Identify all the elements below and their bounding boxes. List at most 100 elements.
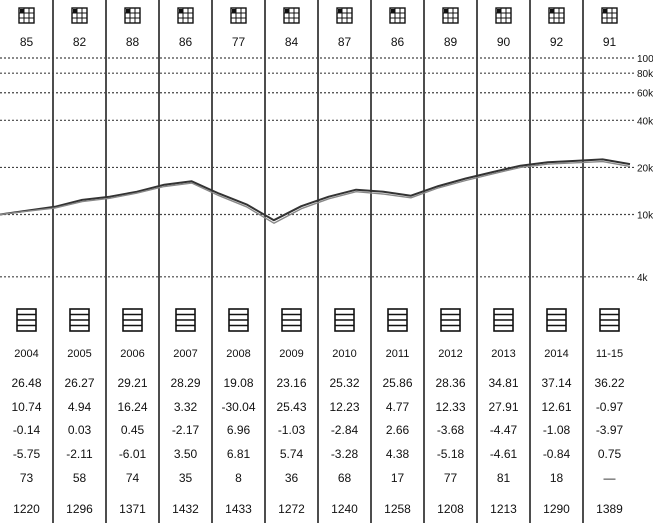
table-cell: 4.38 bbox=[386, 447, 410, 461]
table-cell: 3.32 bbox=[174, 400, 198, 414]
year-label: 2014 bbox=[544, 348, 568, 360]
table-cell: 4.77 bbox=[386, 400, 410, 414]
table-cell: 23.16 bbox=[276, 376, 306, 390]
table-cell: — bbox=[604, 471, 616, 485]
table-cell: -5.18 bbox=[437, 447, 465, 461]
style-box-icon-fill bbox=[338, 9, 342, 13]
table-cell: 0.45 bbox=[121, 423, 145, 437]
table-cell: 81 bbox=[497, 471, 511, 485]
table-cell: -2.17 bbox=[172, 423, 200, 437]
style-grid-value: 89 bbox=[444, 35, 458, 49]
table-cell: 29.21 bbox=[117, 376, 147, 390]
table-cell: 1208 bbox=[437, 502, 464, 516]
table-cell: 8 bbox=[235, 471, 242, 485]
table-cell: -0.97 bbox=[596, 400, 624, 414]
table-cell: 1220 bbox=[13, 502, 40, 516]
year-label: 2012 bbox=[438, 348, 462, 360]
y-tick-label: 100 bbox=[637, 54, 653, 65]
table-cell: 26.27 bbox=[64, 376, 94, 390]
style-box-icon-fill bbox=[232, 9, 236, 13]
table-cell: 0.03 bbox=[68, 423, 92, 437]
year-label: 2010 bbox=[332, 348, 356, 360]
style-box-icon-fill bbox=[603, 9, 607, 13]
table-cell: 4.94 bbox=[68, 400, 92, 414]
table-cell: 3.50 bbox=[174, 447, 198, 461]
table-cell: 25.32 bbox=[329, 376, 359, 390]
style-box-icon-fill bbox=[126, 9, 130, 13]
year-label: 2006 bbox=[120, 348, 144, 360]
table-cell: 73 bbox=[20, 471, 34, 485]
table-cell: 1433 bbox=[225, 502, 252, 516]
table-cell: 25.43 bbox=[276, 400, 306, 414]
table-cell: 1258 bbox=[384, 502, 411, 516]
style-box-icon-fill bbox=[444, 9, 448, 13]
style-grid-value: 85 bbox=[20, 35, 34, 49]
table-cell: 10.74 bbox=[11, 400, 41, 414]
table-cell: 1213 bbox=[490, 502, 517, 516]
table-cell: 1371 bbox=[119, 502, 146, 516]
table-cell: 12.23 bbox=[329, 400, 359, 414]
table-cell: 1290 bbox=[543, 502, 570, 516]
y-tick-label: 4k bbox=[637, 273, 649, 284]
year-label: 2004 bbox=[14, 348, 38, 360]
table-cell: 74 bbox=[126, 471, 140, 485]
series-line bbox=[0, 158, 631, 222]
table-cell: -0.14 bbox=[13, 423, 41, 437]
table-cell: -1.08 bbox=[543, 423, 571, 437]
style-grid-value: 92 bbox=[550, 35, 564, 49]
year-label: 2008 bbox=[226, 348, 250, 360]
table-cell: 6.96 bbox=[227, 423, 251, 437]
year-label: 2009 bbox=[279, 348, 303, 360]
year-label: 11-15 bbox=[596, 348, 623, 360]
table-cell: -1.03 bbox=[278, 423, 306, 437]
table-cell: 26.48 bbox=[11, 376, 41, 390]
table-cell: 19.08 bbox=[223, 376, 253, 390]
table-cell: 5.74 bbox=[280, 447, 304, 461]
table-cell: 1389 bbox=[596, 502, 623, 516]
table-cell: 1272 bbox=[278, 502, 305, 516]
table-cell: 17 bbox=[391, 471, 405, 485]
table-cell: 2.66 bbox=[386, 423, 410, 437]
table-cell: 28.29 bbox=[170, 376, 200, 390]
table-cell: 37.14 bbox=[541, 376, 571, 390]
table-cell: 12.33 bbox=[435, 400, 465, 414]
table-cell: -2.11 bbox=[66, 447, 93, 461]
year-label: 2007 bbox=[173, 348, 197, 360]
table-cell: -3.97 bbox=[596, 423, 624, 437]
table-cell: 1240 bbox=[331, 502, 358, 516]
style-grid-value: 77 bbox=[232, 35, 246, 49]
year-label: 2005 bbox=[67, 348, 91, 360]
table-cell: 1432 bbox=[172, 502, 199, 516]
y-tick-label: 40k bbox=[637, 116, 653, 127]
table-cell: 28.36 bbox=[435, 376, 465, 390]
table-cell: -5.75 bbox=[13, 447, 41, 461]
y-tick-label: 80k bbox=[637, 69, 653, 80]
style-box-icon-fill bbox=[73, 9, 77, 13]
table-cell: -3.28 bbox=[331, 447, 359, 461]
table-cell: -4.47 bbox=[490, 423, 518, 437]
table-cell: 18 bbox=[550, 471, 564, 485]
table-cell: 36.22 bbox=[594, 376, 624, 390]
table-cell: 36 bbox=[285, 471, 299, 485]
table-cell: -6.01 bbox=[119, 447, 147, 461]
table-cell: 16.24 bbox=[117, 400, 147, 414]
table-cell: -4.61 bbox=[490, 447, 518, 461]
style-grid-value: 91 bbox=[603, 35, 617, 49]
table-cell: 58 bbox=[73, 471, 87, 485]
style-grid-value: 82 bbox=[73, 35, 87, 49]
y-tick-label: 60k bbox=[637, 89, 653, 100]
style-grid-value: 86 bbox=[391, 35, 405, 49]
y-tick-label: 20k bbox=[637, 163, 653, 174]
year-label: 2011 bbox=[386, 348, 410, 360]
table-cell: -30.04 bbox=[221, 400, 255, 414]
style-grid-value: 88 bbox=[126, 35, 140, 49]
table-cell: 68 bbox=[338, 471, 352, 485]
year-label: 2013 bbox=[491, 348, 515, 360]
table-cell: -2.84 bbox=[331, 423, 359, 437]
series-line bbox=[0, 160, 631, 224]
style-grid-value: 86 bbox=[179, 35, 193, 49]
style-box-icon-fill bbox=[179, 9, 183, 13]
table-cell: 77 bbox=[444, 471, 458, 485]
